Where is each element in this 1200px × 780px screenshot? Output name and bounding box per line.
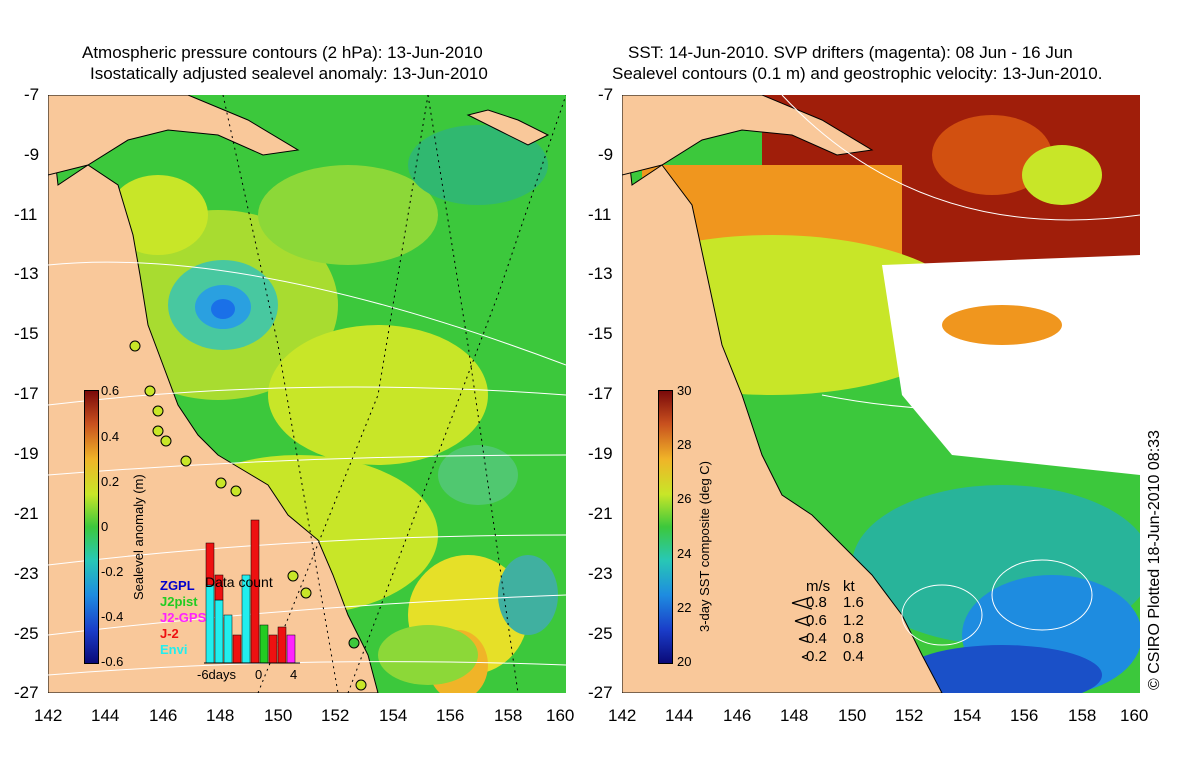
- sealevel-colorbar-tick: -0.4: [101, 609, 124, 624]
- velocity-legend-kt: 1.2: [843, 612, 864, 629]
- right-y-label: -23: [588, 564, 613, 583]
- left-x-label: 150: [264, 706, 293, 725]
- sst-colorbar-tick: 30: [677, 383, 692, 398]
- velocity-legend-kt: 0.4: [843, 648, 864, 665]
- left-y-label: -21: [14, 504, 39, 523]
- right-y-label: -13: [588, 264, 613, 283]
- right-y-label: -7: [598, 85, 614, 104]
- left-y-label: -17: [14, 384, 39, 403]
- sst-colorbar-tick: 26: [677, 491, 692, 506]
- data-count-title: Data count: [205, 574, 273, 590]
- left-x-label: 156: [436, 706, 465, 725]
- sst-colorbar-tick: 20: [677, 654, 692, 669]
- sealevel-colorbar-tick: 0: [101, 519, 109, 534]
- right-y-label: -11: [588, 205, 612, 224]
- right-y-label: -27: [588, 683, 613, 702]
- right-title-line1: SST: 14-Jun-2010. SVP drifters (magenta)…: [628, 43, 1073, 62]
- left-y-label: -9: [24, 145, 40, 164]
- right-y-label: -21: [588, 504, 613, 523]
- left-x-label: 158: [494, 706, 523, 725]
- velocity-legend-header-kt: kt: [843, 578, 855, 595]
- sst-colorbar: [658, 390, 673, 664]
- velocity-legend-kt: 1.6: [843, 594, 864, 611]
- data-count-legend-j2: J-2: [160, 626, 179, 641]
- velocity-legend-header-ms: m/s: [806, 578, 831, 595]
- data-count-inset: [204, 515, 300, 665]
- right-x-label: 148: [780, 706, 809, 725]
- right-x-label: 150: [838, 706, 867, 725]
- sealevel-colorbar-tick: -0.2: [101, 564, 124, 579]
- right-y-label: -9: [598, 145, 614, 164]
- data-count-legend-zgpl: ZGPL: [160, 578, 195, 593]
- left-y-label: -13: [14, 264, 39, 283]
- velocity-legend-kt: 0.8: [843, 630, 864, 647]
- sealevel-colorbar-tick: 0.2: [101, 474, 120, 489]
- left-title-line2: Isostatically adjusted sealevel anomaly:…: [90, 64, 488, 83]
- right-x-label: 154: [953, 706, 982, 725]
- left-y-label: -23: [14, 564, 39, 583]
- sealevel-colorbar-tick: 0.6: [101, 383, 120, 398]
- sealevel-colorbar-title: Sealevel anomaly (m): [131, 474, 146, 600]
- right-x-label: 158: [1068, 706, 1097, 725]
- velocity-legend-ms: 0.2: [806, 648, 827, 665]
- sst-colorbar-title: 3-day SST composite (deg C): [697, 461, 712, 632]
- left-y-label: -15: [14, 324, 39, 343]
- left-y-label: -7: [24, 85, 40, 104]
- right-x-label: 160: [1120, 706, 1149, 725]
- right-x-label: 146: [723, 706, 752, 725]
- sst-map: [622, 95, 1140, 693]
- left-y-label: -25: [14, 624, 39, 643]
- right-x-label: 156: [1010, 706, 1039, 725]
- data-count-legend-envi: Envi: [160, 642, 188, 657]
- sst-graphic: [622, 95, 1140, 693]
- left-title-line1: Atmospheric pressure contours (2 hPa): 1…: [82, 43, 483, 62]
- left-y-label: -11: [14, 205, 38, 224]
- right-y-label: -19: [588, 444, 613, 463]
- right-y-label: -25: [588, 624, 613, 643]
- left-x-label: 144: [91, 706, 120, 725]
- data-count-axis-label: 4: [290, 667, 298, 682]
- sst-colorbar-tick: 24: [677, 546, 692, 561]
- right-x-label: 144: [665, 706, 694, 725]
- sealevel-colorbar-tick: 0.4: [101, 429, 120, 444]
- sealevel-anomaly-graphic: [48, 95, 566, 693]
- right-x-label: 152: [895, 706, 924, 725]
- left-x-label: 146: [149, 706, 178, 725]
- data-count-axis-label: -6days: [197, 667, 237, 682]
- sealevel-colorbar: [84, 390, 99, 664]
- left-x-label: 152: [321, 706, 350, 725]
- right-x-label: 142: [608, 706, 637, 725]
- velocity-legend-ms: 0.8: [806, 594, 827, 611]
- csiro-credit: © CSIRO Plotted 18-Jun-2010 08:33: [1146, 430, 1163, 690]
- data-count-legend-j2pist: J2pist: [160, 594, 198, 609]
- sst-colorbar-tick: 28: [677, 437, 692, 452]
- sst-colorbar-tick: 22: [677, 600, 692, 615]
- right-title-line2: Sealevel contours (0.1 m) and geostrophi…: [612, 64, 1103, 83]
- left-x-label: 160: [546, 706, 575, 725]
- data-count-legend-j2gps: J2-GPS: [160, 610, 207, 625]
- right-y-label: -17: [588, 384, 613, 403]
- left-y-label: -27: [14, 683, 39, 702]
- data-count-bars: [204, 519, 300, 664]
- right-y-label: -15: [588, 324, 613, 343]
- left-x-label: 148: [206, 706, 235, 725]
- sealevel-anomaly-map: [48, 95, 566, 693]
- velocity-legend-ms: 0.4: [806, 630, 827, 647]
- velocity-legend-ms: 0.6: [806, 612, 827, 629]
- left-x-label: 154: [379, 706, 408, 725]
- left-x-label: 142: [34, 706, 63, 725]
- data-count-axis-label: 0: [255, 667, 263, 682]
- sealevel-colorbar-tick: -0.6: [101, 654, 124, 669]
- left-y-label: -19: [14, 444, 39, 463]
